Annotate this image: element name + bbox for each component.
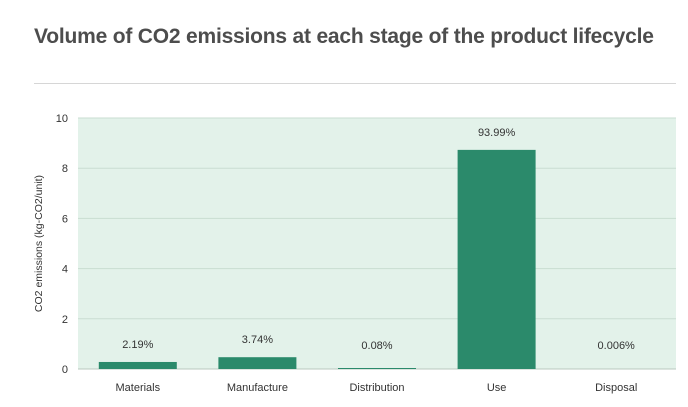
x-tick-label: Manufacture [227,382,288,394]
data-label: 93.99% [478,127,516,139]
gridlines [78,117,676,320]
y-tick-label: 2 [62,314,68,326]
y-tick-label: 6 [62,213,68,225]
data-label: 0.006% [598,340,636,352]
plot-area [78,118,676,369]
y-tick-label: 8 [62,163,68,175]
bar-manufacture [218,357,297,369]
bar-distribution [338,368,416,369]
y-tick-label: 4 [62,264,68,276]
bars [98,149,536,369]
x-axis: Materials Manufacture Distribution Use Dispo… [115,382,637,394]
data-labels: 2.19% 3.74% 0.08% 93.99% 0.006% [122,127,635,352]
bar-use [457,149,536,369]
y-tick-label: 10 [56,113,68,125]
title-divider [34,83,676,84]
x-tick-label: Distribution [349,382,404,394]
data-label: 3.74% [242,334,273,346]
chart-title: Volume of CO2 emissions at each stage of… [34,25,654,48]
x-tick-label: Disposal [595,382,637,394]
data-label: 0.08% [361,340,392,352]
x-tick-label: Materials [115,382,160,394]
x-tick-label: Use [487,382,507,394]
y-axis-label: CO2 emissions (kg-CO2/unit) [33,175,45,312]
data-label: 2.19% [122,339,153,351]
y-tick-label: 0 [62,364,68,376]
bar-materials [98,361,177,369]
